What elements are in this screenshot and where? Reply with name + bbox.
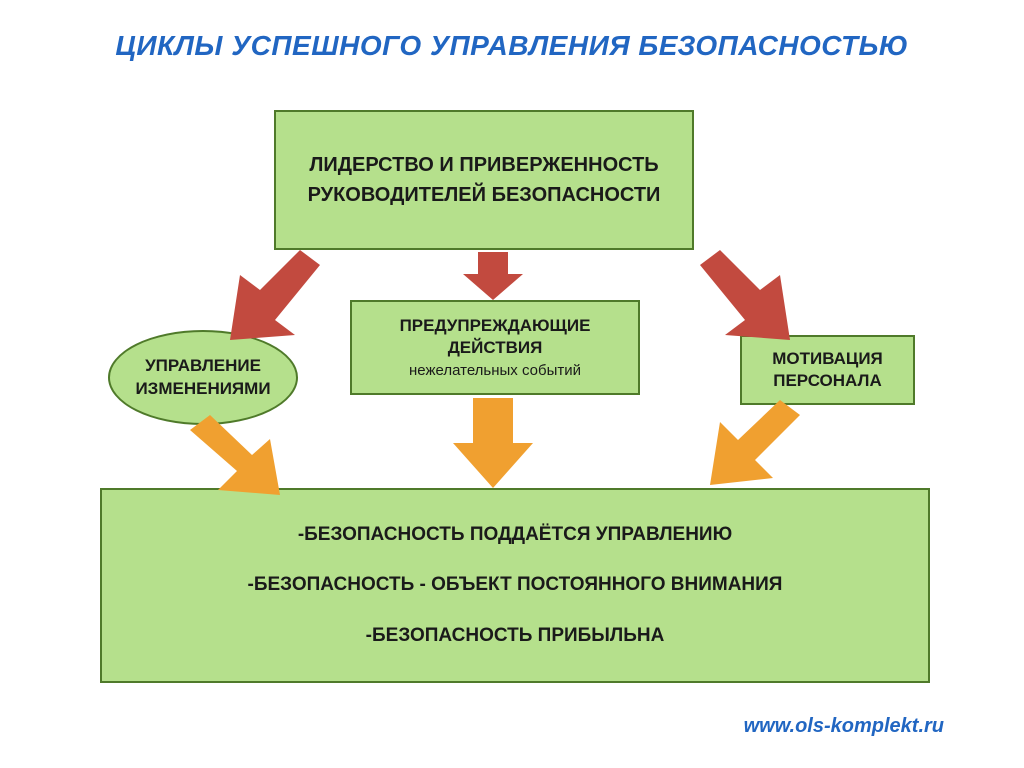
- node-top-leadership: ЛИДЕРСТВО И ПРИВЕРЖЕННОСТЬ РУКОВОДИТЕЛЕЙ…: [274, 110, 694, 250]
- arrow-left-to-bottom: [180, 415, 290, 495]
- node-bottom-outcomes: -БЕЗОПАСНОСТЬ ПОДДАЁТСЯ УПРАВЛЕНИЮ -БЕЗО…: [100, 488, 930, 683]
- arrow-top-to-left: [220, 245, 330, 345]
- node-center-preventive: ПРЕДУПРЕЖДАЮЩИЕ ДЕЙСТВИЯ нежелательных с…: [350, 300, 640, 395]
- bottom-line-2: -БЕЗОПАСНОСТЬ - ОБЪЕКТ ПОСТОЯННОГО ВНИМА…: [248, 572, 783, 599]
- arrow-center-to-bottom: [453, 398, 533, 488]
- bottom-line-1: -БЕЗОПАСНОСТЬ ПОДДАЁТСЯ УПРАВЛЕНИЮ: [298, 522, 732, 549]
- node-center-label: ПРЕДУПРЕЖДАЮЩИЕ ДЕЙСТВИЯ: [360, 315, 630, 359]
- bottom-line-3: -БЕЗОПАСНОСТЬ ПРИБЫЛЬНА: [366, 623, 665, 650]
- arrow-top-to-right: [680, 245, 800, 345]
- footer-url: www.ols-komplekt.ru: [744, 715, 944, 738]
- page-title: ЦИКЛЫ УСПЕШНОГО УПРАВЛЕНИЯ БЕЗОПАСНОСТЬЮ: [0, 30, 1024, 62]
- arrow-top-to-center: [463, 252, 523, 300]
- arrow-right-to-bottom: [700, 400, 810, 490]
- node-center-sublabel: нежелательных событий: [409, 361, 581, 381]
- node-right-motivation: МОТИВАЦИЯ ПЕРСОНАЛА: [740, 335, 915, 405]
- node-top-label: ЛИДЕРСТВО И ПРИВЕРЖЕННОСТЬ РУКОВОДИТЕЛЕЙ…: [284, 150, 684, 210]
- node-right-label: МОТИВАЦИЯ ПЕРСОНАЛА: [750, 348, 905, 392]
- node-left-label: УПРАВЛЕНИЕ ИЗМЕНЕНИЯМИ: [118, 355, 288, 399]
